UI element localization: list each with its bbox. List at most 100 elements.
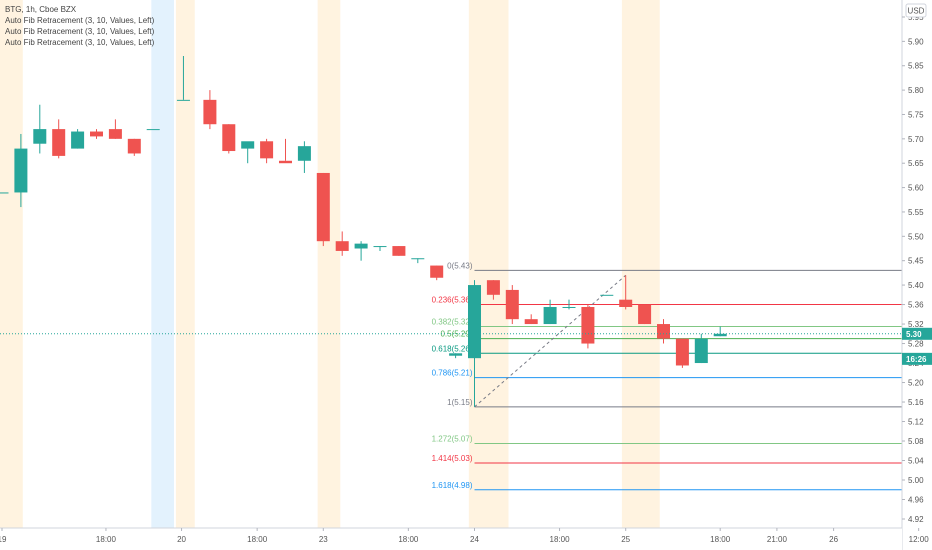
candle-up: [354, 241, 368, 261]
candle-body: [52, 129, 66, 156]
candle-down: [52, 119, 66, 159]
price-axis[interactable]: [902, 0, 932, 550]
candle-up: [543, 299, 557, 325]
candle-up: [468, 280, 481, 407]
candle-up: [411, 258, 425, 264]
price-tick-label: 5.75: [908, 110, 924, 119]
chart-legend: BTG, 1h, Cboe BZX Auto Fib Retracement (…: [5, 4, 154, 48]
countdown-badge: 16:26: [902, 352, 932, 365]
price-tick-label: 5.00: [908, 476, 924, 485]
current-price-badge: 5.30: [902, 327, 932, 340]
countdown-badge-bg: [902, 352, 932, 365]
candle-body: [505, 289, 519, 320]
candle-down: [675, 338, 689, 368]
fib-level-label: 1.618(4.98): [432, 481, 473, 490]
time-tick-label: 24: [470, 535, 479, 544]
candle-down: [279, 138, 292, 164]
session-band: [151, 0, 174, 528]
candle-body: [524, 319, 538, 325]
candle-body: [581, 306, 595, 344]
session-band: [621, 0, 660, 528]
time-tick-label: 18:00: [550, 535, 571, 544]
price-tick-label: 5.55: [908, 208, 924, 217]
candle-body: [260, 141, 274, 159]
currency-badge[interactable]: USD: [905, 3, 927, 18]
candle-down: [524, 314, 538, 325]
fib-level-label: 0.236(5.36): [432, 296, 473, 305]
candle-up: [71, 129, 85, 149]
indicator-label[interactable]: Auto Fib Retracement (3, 10, Values, Lef…: [5, 27, 155, 36]
price-tick-label: 5.45: [908, 257, 924, 266]
session-band: [317, 0, 341, 528]
time-tick-label: 26: [829, 535, 838, 544]
fib-level-label: 0.618(5.26): [432, 344, 473, 353]
indicator-label[interactable]: Auto Fib Retracement (3, 10, Values, Lef…: [5, 16, 155, 25]
candle-body: [449, 353, 463, 356]
candle-down: [486, 280, 500, 300]
time-tick-label: 18:00: [247, 535, 268, 544]
price-tick-label: 5.80: [908, 86, 924, 95]
candle-up: [449, 353, 463, 359]
candle-up: [241, 141, 255, 164]
candle-body: [486, 280, 500, 295]
candle-up: [0, 192, 9, 194]
price-tick-label: 5.90: [908, 37, 924, 46]
candle-up: [562, 299, 576, 310]
candle-up: [373, 246, 387, 251]
candle-body: [90, 131, 103, 137]
candle-body: [146, 129, 160, 131]
candle-body: [638, 304, 652, 325]
price-tick-label: 5.50: [908, 232, 924, 241]
time-tick-label: 21:00: [767, 535, 788, 544]
candle-up: [600, 294, 614, 296]
candle-down: [430, 265, 444, 281]
candle-body: [675, 338, 689, 366]
time-axis[interactable]: [0, 528, 902, 550]
price-tick-label: 5.28: [908, 340, 924, 349]
price-tick-label: 5.36: [908, 301, 924, 310]
candle-body: [297, 146, 311, 161]
candle-up: [146, 129, 160, 131]
current-price-badge-bg: [902, 327, 932, 340]
candle-body: [222, 124, 236, 152]
time-tick-label: 25: [621, 535, 630, 544]
symbol-line[interactable]: BTG, 1h, Cboe BZX: [5, 5, 77, 14]
candle-body: [33, 129, 47, 144]
candle-down: [90, 129, 103, 139]
fib-level-label: 0.786(5.21): [432, 369, 473, 378]
candle-down: [108, 119, 122, 139]
candle-body: [373, 246, 387, 248]
candle-body: [279, 160, 292, 164]
session-band: [0, 0, 23, 528]
candle-down: [127, 138, 141, 156]
candle-up: [176, 55, 190, 101]
time-tick-label: 23: [319, 535, 328, 544]
indicator-label[interactable]: Auto Fib Retracement (3, 10, Values, Lef…: [5, 38, 155, 47]
price-tick-label: 5.32: [908, 320, 924, 329]
candle-down: [335, 231, 349, 256]
time-tick-label: 12:00: [909, 535, 930, 544]
candle-body: [392, 246, 406, 256]
candle-body: [411, 258, 425, 260]
candle-down: [505, 285, 519, 325]
price-tick-label: 5.12: [908, 418, 924, 427]
candle-body: [354, 243, 368, 249]
price-tick-label: 5.60: [908, 184, 924, 193]
time-tick-label: 18:00: [710, 535, 731, 544]
session-band: [468, 0, 509, 528]
candle-body: [176, 99, 190, 101]
price-tick-label: 5.04: [908, 457, 924, 466]
candle-body: [316, 172, 330, 242]
candle-body: [108, 129, 122, 139]
time-tick-label: 20: [177, 535, 186, 544]
price-tick-label: 4.96: [908, 496, 924, 505]
candle-down: [203, 90, 217, 130]
fib-level-label: 1.414(5.03): [432, 454, 473, 463]
candle-body: [127, 138, 141, 154]
candle-down: [260, 138, 274, 164]
time-tick-label: 19: [0, 535, 7, 544]
candle-down: [638, 304, 652, 325]
candle-down: [657, 319, 670, 344]
fib-level-label: 0(5.43): [447, 261, 473, 270]
